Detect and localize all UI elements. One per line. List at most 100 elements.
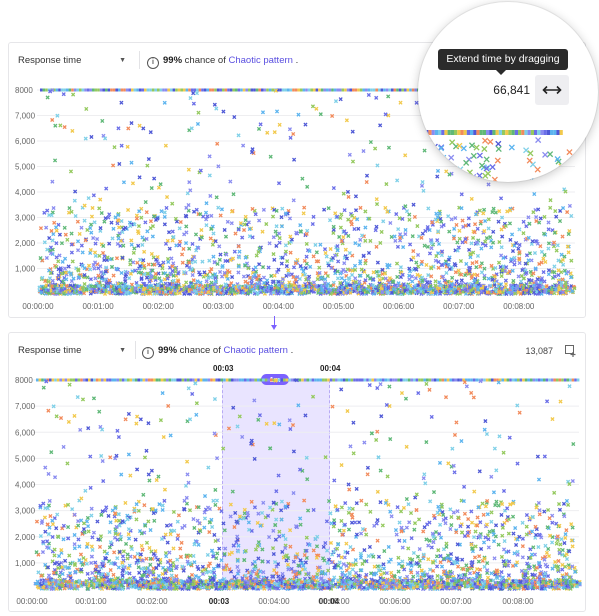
data-point [385, 572, 388, 575]
data-point [46, 96, 49, 99]
data-point [273, 274, 276, 277]
data-point [511, 249, 514, 252]
data-point [138, 176, 141, 179]
data-point [543, 280, 546, 283]
data-point [315, 545, 318, 548]
overflow-point [551, 379, 554, 382]
data-point [354, 277, 357, 280]
data-point [455, 280, 458, 283]
data-point [497, 261, 500, 264]
data-point [478, 555, 481, 558]
overflow-point [577, 379, 580, 382]
data-point [481, 502, 484, 505]
data-point [224, 547, 227, 550]
data-point [237, 544, 240, 547]
overflow-point [134, 89, 137, 92]
data-point [176, 537, 179, 540]
data-point [384, 206, 387, 209]
overflow-point [316, 89, 319, 92]
overflow-point [166, 379, 169, 382]
data-point [461, 219, 464, 222]
overflow-point [366, 379, 369, 382]
overflow-point [85, 379, 88, 382]
overflow-point [342, 89, 345, 92]
data-point [236, 425, 239, 428]
data-point [396, 179, 399, 182]
overflow-point [535, 379, 538, 382]
overflow-point [266, 89, 269, 92]
data-point [532, 211, 535, 214]
overflow-point [442, 379, 445, 382]
data-point [192, 92, 195, 95]
overflow-point [386, 89, 389, 92]
overflow-point [65, 379, 68, 382]
data-point [445, 271, 448, 274]
data-point [134, 269, 137, 272]
data-point [100, 211, 103, 214]
data-point [438, 461, 441, 464]
data-point [292, 450, 295, 453]
data-point [396, 245, 399, 248]
data-point [98, 254, 101, 257]
data-point [517, 275, 520, 278]
data-point [417, 392, 420, 395]
data-point [213, 533, 216, 536]
data-point [559, 400, 562, 403]
overflow-point [56, 89, 59, 92]
data-point [507, 574, 510, 577]
data-point [262, 571, 265, 574]
data-point [76, 249, 79, 252]
data-point [344, 502, 347, 505]
overflow-point [504, 379, 507, 382]
data-point [452, 511, 455, 514]
data-point [389, 437, 392, 440]
data-point [46, 209, 49, 212]
overflow-point [561, 379, 564, 382]
data-point [257, 274, 260, 277]
data-point [349, 445, 352, 448]
data-point [53, 554, 56, 557]
data-point [64, 233, 67, 236]
data-point [342, 236, 345, 239]
data-point [171, 230, 174, 233]
overflow-point [227, 89, 230, 92]
data-point [527, 259, 530, 262]
overflow-point [72, 379, 75, 382]
data-point [502, 451, 505, 454]
data-point [116, 538, 119, 541]
data-point [429, 500, 432, 503]
data-point [490, 264, 493, 267]
data-point [275, 244, 278, 247]
data-point [444, 396, 447, 399]
data-point [216, 142, 219, 145]
data-point [86, 516, 89, 519]
data-point [179, 547, 182, 550]
overflow-point [439, 379, 442, 382]
overflow-point [63, 89, 66, 92]
data-point [393, 235, 396, 238]
data-point [397, 556, 400, 559]
data-point [475, 260, 478, 263]
overflow-point [322, 379, 325, 382]
data-point [518, 243, 521, 246]
data-point [225, 564, 228, 567]
data-point [145, 211, 148, 214]
data-point [50, 229, 53, 232]
x-tick-label: 00:01:00 [83, 302, 115, 311]
scatter-plot[interactable]: 80007,0006,0005,0004,0003,0002,0001,0000… [9, 333, 585, 611]
data-point [262, 276, 265, 279]
data-point [487, 277, 490, 280]
y-tick-label: 1,000 [15, 265, 36, 274]
data-point [176, 520, 179, 523]
data-point [352, 452, 355, 455]
data-point [255, 254, 258, 257]
overflow-point [400, 379, 403, 382]
data-point [71, 129, 74, 132]
data-point [281, 550, 284, 553]
data-point [289, 251, 292, 254]
data-point [146, 230, 149, 233]
overflow-point [234, 379, 237, 382]
data-point [299, 523, 302, 526]
data-point [154, 550, 157, 553]
overflow-point [192, 379, 195, 382]
